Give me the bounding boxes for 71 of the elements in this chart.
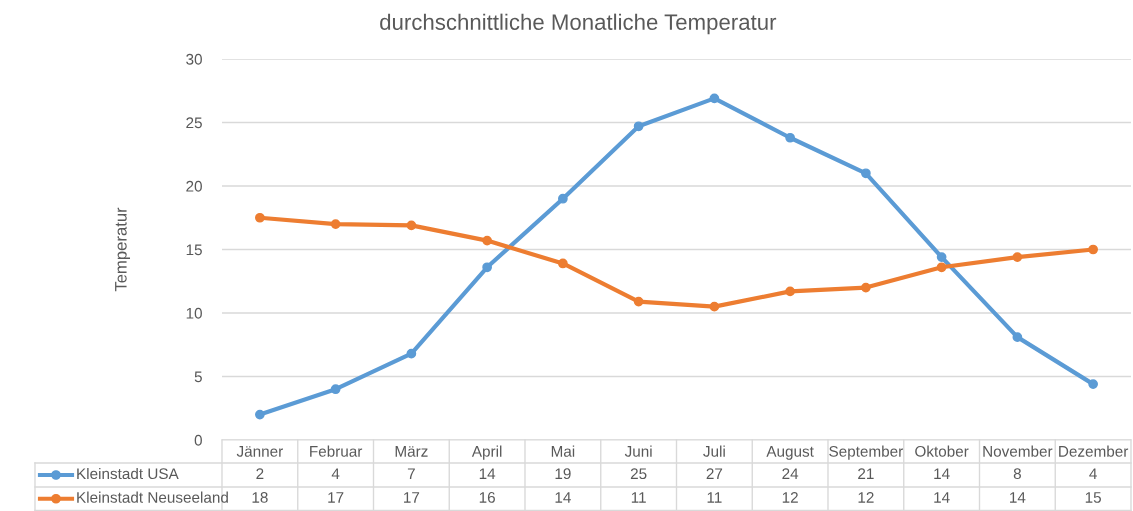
data-label: 11: [707, 492, 722, 503]
x-tick-label: Mai: [551, 445, 575, 457]
point: [482, 262, 492, 273]
point: [785, 132, 795, 143]
x-tick-label: März: [395, 446, 428, 457]
y-tick-label: 0: [194, 434, 202, 446]
legend-label: Kleinstadt Neuseeland: [77, 491, 228, 503]
point: [482, 235, 492, 246]
legend-label: Kleinstadt USA: [77, 467, 179, 480]
y-axis-title: Temperatur: [115, 207, 131, 292]
x-tick-label: Juni: [624, 445, 652, 457]
data-label: 4: [1089, 468, 1097, 479]
point: [255, 212, 265, 223]
point: [330, 384, 341, 395]
data-label: 19: [555, 468, 571, 480]
data-label: 14: [1010, 492, 1026, 503]
point: [406, 348, 417, 359]
point: [558, 258, 568, 269]
x-tick-label: November: [983, 445, 1053, 457]
data-label: 17: [404, 492, 420, 503]
data-label: 25: [630, 468, 647, 480]
x-tick-label: April: [471, 445, 502, 460]
point: [406, 220, 417, 231]
x-tick-label: Oktober: [915, 445, 969, 457]
y-tick-label: 25: [186, 117, 202, 129]
data-label: 14: [479, 468, 496, 479]
chart-title: durchschnittliche Monatliche Temperatur: [380, 13, 777, 35]
data-label: 14: [934, 492, 950, 503]
data-label: 18: [252, 492, 268, 503]
point: [633, 296, 644, 307]
point: [1088, 244, 1098, 255]
y-tick-label: 15: [186, 244, 202, 256]
data-label: 11: [631, 492, 646, 503]
y-tick-label: 10: [186, 307, 202, 319]
y-tick-label: 30: [186, 53, 202, 65]
data-label: 12: [782, 492, 798, 503]
x-tick-label: Dezember: [1059, 445, 1129, 457]
point: [633, 121, 644, 132]
data-label: 16: [479, 492, 495, 503]
data-label: 7: [407, 468, 415, 479]
point: [1088, 379, 1098, 389]
point: [936, 252, 947, 262]
point: [709, 301, 720, 312]
point: [785, 286, 795, 297]
x-tick-label: August: [766, 446, 814, 460]
point: [861, 282, 871, 293]
x-tick-label: Jänner: [236, 446, 283, 457]
data-label: 14: [934, 468, 950, 479]
data-label: 14: [555, 492, 571, 503]
data-label: 12: [858, 492, 874, 503]
x-tick-label: Juli: [703, 445, 725, 457]
x-tick-label: Februar: [310, 445, 363, 457]
y-tick-label: 20: [186, 180, 202, 192]
data-label: 24: [782, 468, 799, 479]
x-tick-label: September: [829, 445, 903, 460]
point: [558, 193, 568, 204]
point: [936, 262, 947, 273]
data-label: 27: [706, 468, 723, 479]
data-label: 2: [256, 468, 264, 479]
data-label: 21: [858, 468, 874, 479]
data-label: 17: [328, 492, 344, 503]
point: [1012, 332, 1023, 342]
point: [861, 168, 871, 179]
point: [709, 93, 720, 104]
point: [330, 219, 341, 229]
data-label: 8: [1013, 468, 1021, 480]
data-label: 15: [1085, 492, 1101, 503]
y-tick-label: 5: [194, 371, 202, 383]
data-label: 4: [331, 468, 340, 479]
point: [1012, 252, 1023, 262]
point: [255, 409, 265, 420]
